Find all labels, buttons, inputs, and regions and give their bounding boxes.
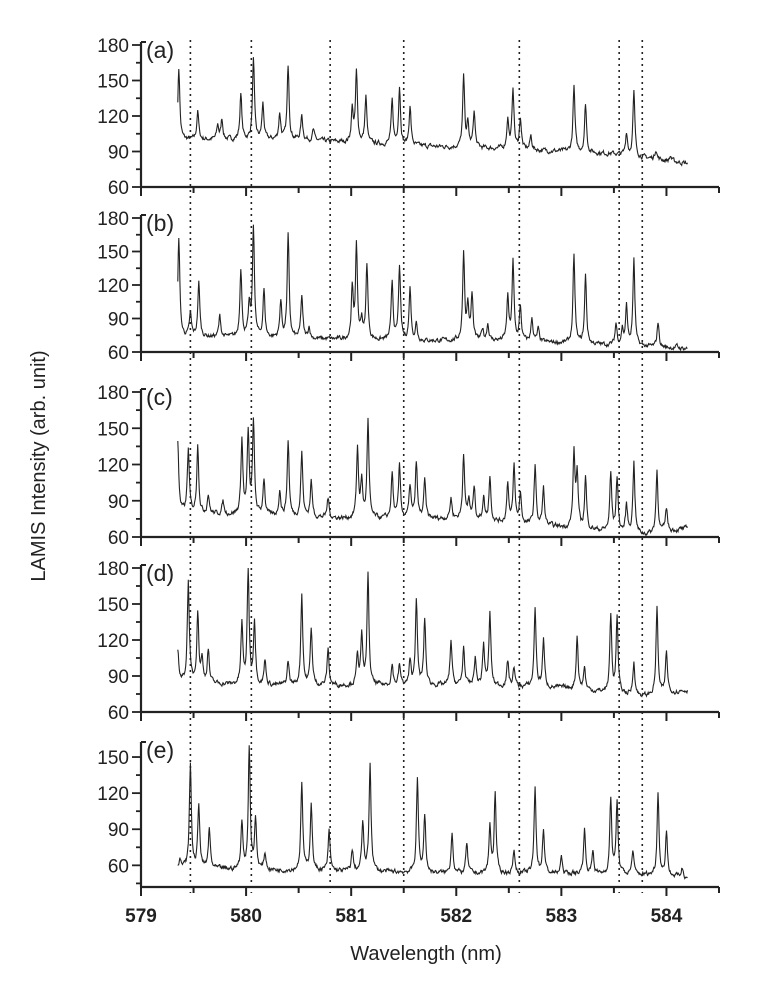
x-tick-label: 584 [651,906,683,927]
y-tick-label: 180 [97,209,129,230]
y-tick-label: 60 [108,178,129,199]
y-tick-label: 150 [97,243,129,264]
spectrum-line-b [177,224,688,352]
y-tick-label: 150 [97,595,129,616]
y-tick-label: 150 [97,419,129,440]
panel-b: 60 90 120 150 180 (b) [97,209,720,364]
y-tick-label: 120 [97,276,129,297]
y-tick-label: 60 [108,528,129,549]
panels: 60 90 120 150 180 (a) 60 90 120 150 180 (b) 60 90 120 1… [97,36,720,927]
y-tick-label: 60 [108,703,129,724]
x-tick-label: 581 [335,906,367,927]
x-tick-label: 583 [546,906,578,927]
spectrum-line-c [177,417,688,536]
x-axis-title: Wavelength (nm) [350,943,502,965]
y-tick-label: 120 [97,631,129,652]
y-tick-label: 90 [108,310,129,331]
y-tick-label: 90 [108,143,129,164]
panel-e: 60 90 120 150 (e) [97,737,720,896]
panel-a: 60 90 120 150 180 (a) [97,36,720,199]
panel-label: (d) [146,560,174,586]
spectrum-line-d [177,567,689,698]
y-tick-label: 60 [108,343,129,364]
y-tick-label: 120 [97,107,129,128]
y-tick-label: 120 [97,456,129,477]
panel-label: (e) [146,737,174,763]
reference-lines [189,40,644,893]
spectrum-line-e [177,745,688,880]
y-tick-label: 90 [108,820,129,841]
y-tick-label: 180 [97,559,129,580]
x-tick-label: 579 [125,906,157,927]
panel-c: 60 90 120 150 180 (c) [97,383,720,549]
panel-d: 60 90 120 150 180 (d) [97,559,720,724]
y-tick-label: 60 [108,856,129,877]
y-tick-label: 150 [97,72,129,93]
spectrum-line-a [177,57,688,167]
y-tick-label: 90 [108,492,129,513]
y-tick-label: 150 [97,748,129,769]
y-tick-label: 120 [97,784,129,805]
y-tick-label: 180 [97,36,129,57]
panel-label: (a) [146,37,174,63]
y-tick-label: 90 [108,667,129,688]
x-tick-label: 580 [230,906,262,927]
x-tick-label: 582 [440,906,472,927]
x-tick-labels: 579 580 581 582 583 584 [125,906,683,927]
panel-label: (c) [146,384,173,410]
y-axis-title: LAMIS Intensity (arb. unit) [28,350,50,581]
y-tick-label: 180 [97,383,129,404]
panel-label: (b) [146,210,174,236]
